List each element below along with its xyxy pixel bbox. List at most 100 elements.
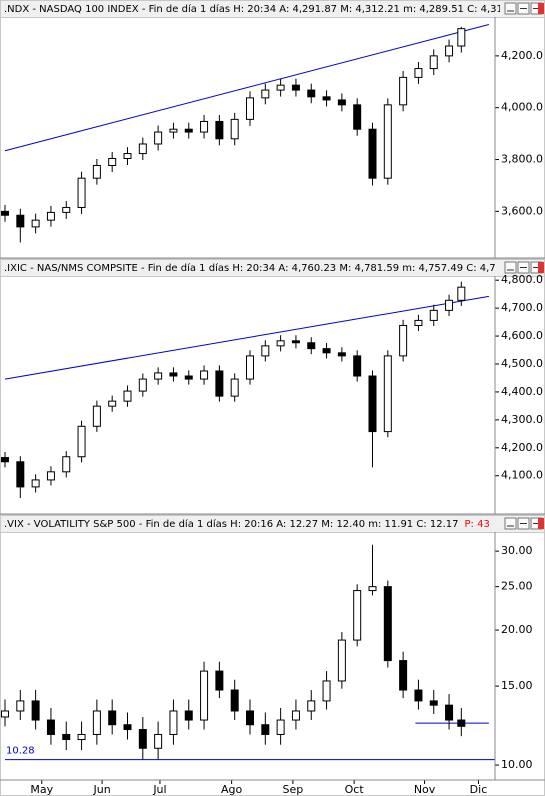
y-tick-label: 4,200.0	[501, 441, 543, 454]
candle-body	[92, 710, 101, 735]
candle-body	[230, 118, 239, 140]
y-tick-label: 4,600.0	[501, 329, 543, 342]
candle-body	[123, 724, 132, 731]
panel-frame	[0, 0, 545, 259]
candle-body	[138, 378, 147, 392]
y-tick-label: 4,700.0	[501, 301, 543, 314]
y-tick-label: 30.00	[501, 544, 533, 557]
candle-body	[108, 710, 117, 726]
candle-body	[445, 704, 454, 721]
candle-body	[215, 670, 224, 691]
candle-body	[62, 206, 71, 213]
candle-body	[337, 639, 346, 682]
candle-body	[291, 340, 300, 344]
candle-body	[215, 120, 224, 140]
candle-body	[337, 352, 346, 357]
x-tick-label: Nov	[414, 783, 436, 796]
candle-body	[322, 348, 331, 354]
candle-body	[169, 128, 178, 133]
candle-body	[307, 700, 316, 712]
candle-body	[108, 400, 117, 407]
candle-body	[445, 45, 454, 57]
y-tick-label: 3,600.0	[501, 204, 543, 217]
candle-body	[92, 164, 101, 179]
candle-body	[261, 345, 270, 357]
candle-body	[46, 211, 55, 221]
candle-body	[230, 689, 239, 712]
candle-body	[184, 710, 193, 721]
y-tick-label: 4,200.0	[501, 49, 543, 62]
candle-body	[337, 99, 346, 106]
window-button	[504, 2, 517, 15]
candle-body	[16, 461, 25, 488]
window-button-red	[538, 3, 544, 14]
candle-body	[154, 372, 163, 380]
candle-body	[353, 104, 362, 130]
candle-body	[184, 375, 193, 380]
candle-body	[353, 590, 362, 641]
x-tick-label: Sep	[283, 783, 304, 796]
candle-body	[368, 128, 377, 179]
y-tick-label: 4,000.0	[501, 101, 543, 114]
candle-body	[138, 143, 147, 155]
candle-body	[291, 84, 300, 91]
candle-body	[77, 733, 86, 741]
candle-body	[429, 309, 438, 321]
x-tick-label: Jul	[152, 783, 166, 796]
candle-body	[215, 370, 224, 397]
y-tick-label: 4,100.0	[501, 469, 543, 482]
x-tick-label: May	[30, 783, 53, 796]
candle-body	[62, 733, 71, 741]
y-tick-label: 4,800.0	[501, 273, 543, 286]
candle-body	[322, 680, 331, 702]
y-tick-label: 25.00	[501, 580, 533, 593]
candle-body	[1, 710, 9, 718]
candle-body	[291, 710, 300, 721]
candle-body	[230, 378, 239, 397]
candle-body	[276, 340, 285, 347]
candle-body	[184, 128, 193, 133]
candle-body	[445, 299, 454, 311]
y-tick-label: 4,400.0	[501, 385, 543, 398]
candle-body	[154, 131, 163, 145]
candle-body	[46, 471, 55, 481]
candle-body	[322, 96, 331, 101]
candle-body	[383, 355, 392, 433]
window-button	[504, 261, 517, 274]
candle-body	[31, 700, 40, 721]
y-tick-label: 15.00	[501, 679, 533, 692]
candle-body	[383, 586, 392, 662]
candle-body	[368, 586, 377, 592]
candle-body	[261, 724, 270, 735]
candle-body	[276, 719, 285, 735]
candle-body	[31, 219, 40, 228]
y-tick-label: 4,500.0	[501, 357, 543, 370]
candle-body	[457, 28, 466, 47]
y-tick-label: 3,800.0	[501, 153, 543, 166]
y-tick-label: 10.00	[501, 758, 533, 771]
window-button-red	[538, 518, 544, 529]
y-tick-label: 20.00	[501, 623, 533, 636]
candle-body	[16, 214, 25, 228]
candle-body	[399, 660, 408, 691]
candle-body	[261, 89, 270, 99]
candle-body	[399, 76, 408, 106]
candle-body	[16, 700, 25, 712]
panel-frame	[0, 515, 545, 796]
candle-body	[276, 84, 285, 91]
x-tick-label: Jun	[92, 783, 110, 796]
panel-title: .IXIC - NAS/NMS COMPSITE - Fin de día 1 …	[4, 262, 496, 274]
candle-body	[92, 405, 101, 427]
panel-title: .NDX - NASDAQ 100 INDEX - Fin de día 1 d…	[4, 3, 503, 15]
x-tick-label: Oct	[345, 783, 365, 796]
candle-body	[1, 457, 9, 463]
candle-body	[123, 153, 132, 159]
candle-body	[200, 670, 209, 721]
candle-body	[429, 55, 438, 70]
trend-line	[4, 295, 489, 380]
candle-body	[399, 324, 408, 357]
candle-body	[169, 710, 178, 735]
panel-title: .VIX - VOLATILITY S&P 500 - Fin de día 1…	[4, 518, 459, 530]
candle-body	[108, 157, 117, 166]
